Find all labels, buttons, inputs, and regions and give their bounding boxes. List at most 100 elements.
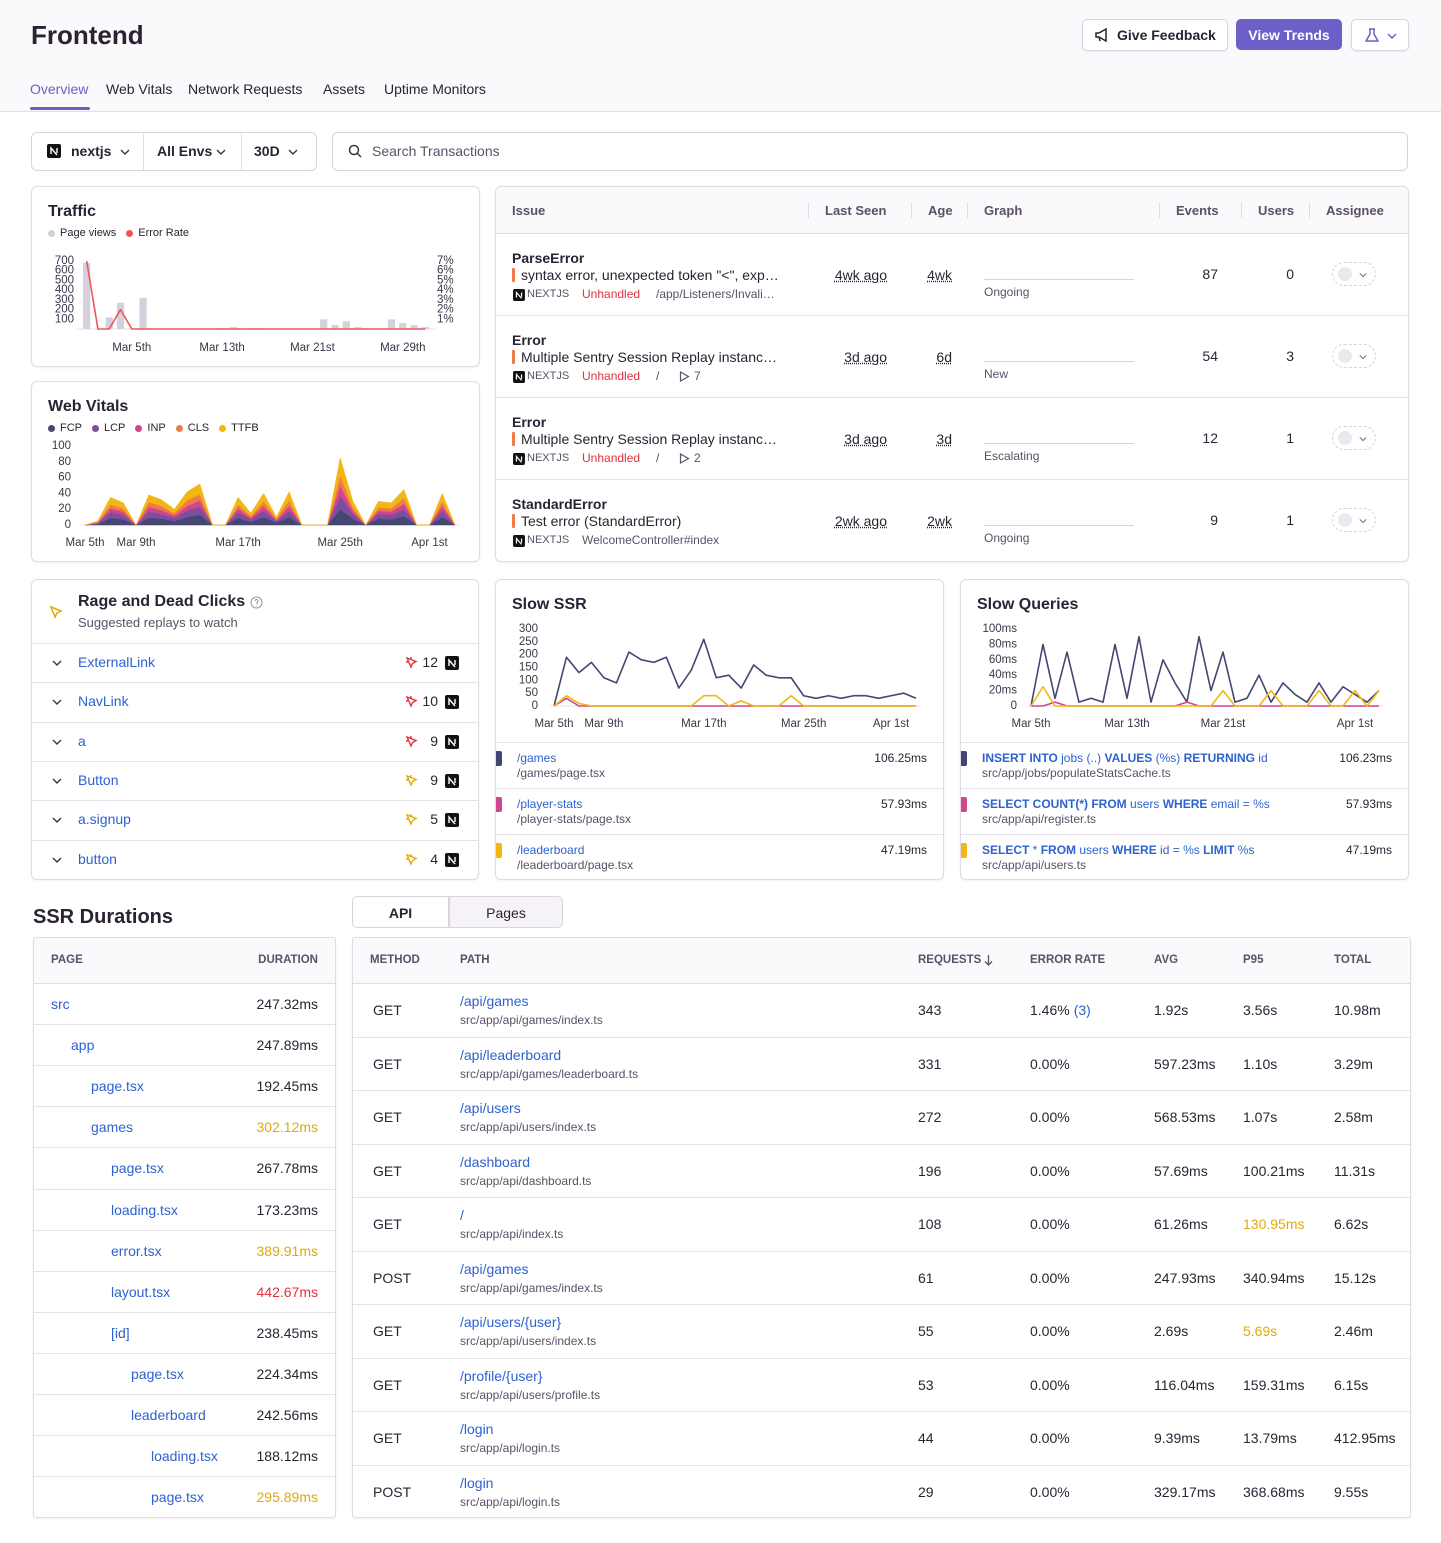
selector-link[interactable]: a.signup xyxy=(78,811,131,828)
row-separator xyxy=(353,1143,1410,1145)
legend-label: Error Rate xyxy=(138,227,190,239)
y2-tick-label: 1% xyxy=(437,313,454,325)
page-name[interactable]: games xyxy=(91,1119,134,1136)
error-count-link[interactable]: (3) xyxy=(1073,1002,1091,1018)
total: 15.12s xyxy=(1334,1269,1377,1286)
page-name[interactable]: page.tsx xyxy=(111,1160,164,1177)
page-name[interactable]: loading.tsx xyxy=(111,1201,178,1218)
column-header[interactable]: REQUESTS xyxy=(918,954,982,966)
assignee-selector[interactable] xyxy=(1332,426,1376,450)
nav-tab[interactable]: Overview xyxy=(30,81,89,97)
replay-count[interactable]: 2 xyxy=(694,451,701,465)
issue-type[interactable]: ParseError xyxy=(512,250,585,266)
error-rate: 0.00% xyxy=(1030,1162,1070,1179)
row-separator xyxy=(34,1394,335,1395)
series-name[interactable]: SELECT COUNT(*) FROM users WHERE email =… xyxy=(982,797,1270,811)
row-separator xyxy=(353,1090,1410,1091)
issue-type[interactable]: Error xyxy=(512,414,547,430)
project-filter[interactable]: nextjs xyxy=(71,143,112,159)
page-header: Frontend Give Feedback View Trends Overview… xyxy=(0,0,1441,112)
assignee-selector[interactable] xyxy=(1332,508,1376,532)
y-tick-label: 150 xyxy=(519,662,538,674)
level-indicator xyxy=(512,268,515,282)
page-name[interactable]: page.tsx xyxy=(131,1365,184,1382)
series-name[interactable]: /games xyxy=(517,751,557,765)
handled-tag: Unhandled xyxy=(582,287,641,301)
selector-link[interactable]: button xyxy=(78,850,117,867)
legend-item: INP xyxy=(135,422,166,434)
p95: 1.10s xyxy=(1243,1055,1278,1072)
path-link[interactable]: /api/games xyxy=(460,1260,529,1277)
click-icon-part xyxy=(405,774,418,787)
selector-link[interactable]: Button xyxy=(78,771,119,788)
page-name[interactable]: page.tsx xyxy=(151,1489,204,1506)
selector-link[interactable]: NavLink xyxy=(78,693,129,710)
series-name[interactable]: SELECT * FROM users WHERE id = %s LIMIT … xyxy=(982,843,1254,857)
page-name[interactable]: [id] xyxy=(111,1324,130,1341)
search-input[interactable]: Search Transactions xyxy=(332,132,1408,171)
nav-tab[interactable]: Uptime Monitors xyxy=(384,81,486,97)
period-filter[interactable]: 30D xyxy=(254,143,280,159)
column-header[interactable]: ERROR RATE xyxy=(1030,954,1106,966)
column-header[interactable]: P95 xyxy=(1243,954,1264,966)
culprit: /app/Listeners/Invali… xyxy=(656,287,775,301)
page-name[interactable]: app xyxy=(71,1037,95,1054)
series-duration: 57.93ms xyxy=(1345,797,1392,811)
sort-arrow-part xyxy=(984,955,993,966)
nav-tab[interactable]: Assets xyxy=(323,81,366,97)
give-feedback-button[interactable]: Give Feedback xyxy=(1082,19,1228,51)
series-name[interactable]: /player-stats xyxy=(517,797,583,811)
issue-type[interactable]: StandardError xyxy=(512,496,607,512)
nextjs-icon-part xyxy=(448,697,456,707)
avg: 329.17ms xyxy=(1154,1483,1216,1500)
age: 2wk xyxy=(927,513,952,529)
ssr-durations-title-area: SSR Durations xyxy=(33,900,333,934)
page-name[interactable]: src xyxy=(51,996,70,1012)
environment-filter[interactable]: All Envs xyxy=(157,143,213,159)
column-header[interactable]: TOTAL xyxy=(1334,954,1372,966)
replay-count[interactable]: 7 xyxy=(694,369,701,383)
segment-button[interactable]: API xyxy=(352,896,449,928)
x-tick-label: Mar 5th xyxy=(1012,718,1051,730)
path-link[interactable]: /api/users/{user} xyxy=(460,1314,562,1330)
path-link[interactable]: /profile/{user} xyxy=(460,1367,543,1384)
series-name[interactable]: /leaderboard xyxy=(517,843,585,857)
path-link[interactable]: /api/users xyxy=(460,1100,521,1116)
legend-swatch xyxy=(135,424,143,432)
click-icon xyxy=(405,853,418,866)
path-link[interactable]: /login xyxy=(460,1474,494,1491)
nav-tab[interactable]: Web Vitals xyxy=(106,81,173,97)
view-trends-button[interactable]: View Trends xyxy=(1236,19,1342,50)
selector-link[interactable]: ExternalLink xyxy=(78,654,156,670)
assignee-selector[interactable] xyxy=(1332,262,1376,286)
legend-swatch xyxy=(126,229,134,237)
row-separator xyxy=(496,315,1408,316)
web-vitals-panel: Web Vitals FCP LCP INP CLS TTFB 0 20 40 60 80 100 Ma… xyxy=(31,381,480,562)
divider xyxy=(241,133,242,170)
column-header[interactable]: AVG xyxy=(1154,954,1179,966)
path-link[interactable]: /api/games xyxy=(460,993,529,1009)
page-name[interactable]: page.tsx xyxy=(91,1078,144,1095)
y-tick-label: 100 xyxy=(52,440,71,452)
path-file: src/app/api/dashboard.ts xyxy=(460,1173,592,1188)
column-header: Age xyxy=(928,203,953,218)
path-link[interactable]: /api/leaderboard xyxy=(460,1046,562,1063)
page-name[interactable]: layout.tsx xyxy=(111,1283,171,1300)
segment-button[interactable]: Pages xyxy=(449,896,563,928)
series-name[interactable]: INSERT INTO jobs (..) VALUES (%s) RETURN… xyxy=(982,751,1268,765)
page-name[interactable]: loading.tsx xyxy=(151,1448,218,1465)
events: 87 xyxy=(1202,266,1218,282)
nav-tab[interactable]: Network Requests xyxy=(188,81,303,97)
page-name[interactable]: leaderboard xyxy=(131,1407,206,1423)
method: POST xyxy=(373,1483,412,1500)
assignee-selector[interactable] xyxy=(1332,344,1376,368)
path-link[interactable]: /dashboard xyxy=(460,1153,531,1170)
page-name[interactable]: error.tsx xyxy=(111,1242,162,1259)
selector-link[interactable]: a xyxy=(78,732,86,749)
y-tick-label: 500 xyxy=(55,274,74,286)
p95: 159.31ms xyxy=(1243,1376,1305,1393)
feature-dropdown[interactable] xyxy=(1351,19,1409,51)
issue-type[interactable]: Error xyxy=(512,332,547,348)
path-link[interactable]: /login xyxy=(460,1421,494,1437)
path-link[interactable]: / xyxy=(460,1207,464,1223)
